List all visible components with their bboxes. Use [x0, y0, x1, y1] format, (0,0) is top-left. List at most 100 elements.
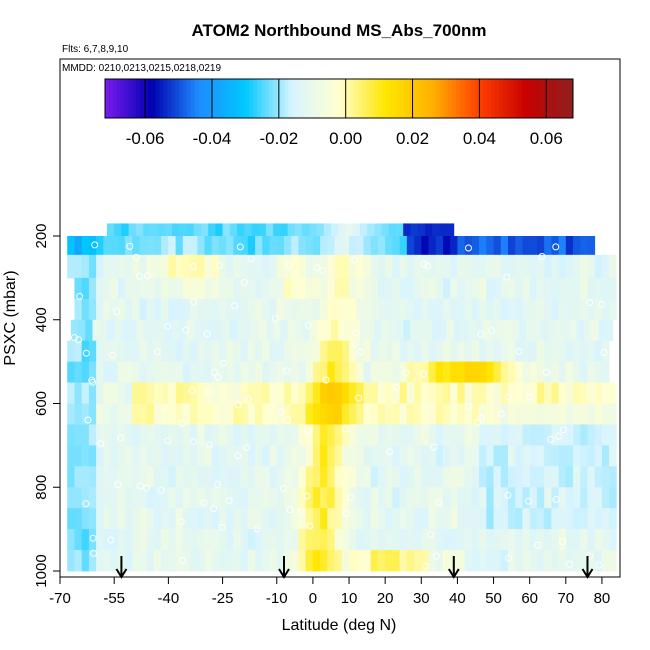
heatmap-cell — [493, 529, 502, 551]
heatmap-cell — [197, 550, 205, 572]
heatmap-cell — [363, 445, 372, 467]
heatmap-cell — [428, 340, 437, 363]
heatmap-cell — [255, 298, 263, 321]
heatmap-cell — [197, 403, 205, 425]
heatmap-cell — [320, 403, 328, 425]
heatmap-cell — [334, 550, 343, 572]
heatmap-cell — [363, 424, 372, 446]
heatmap-cell — [471, 254, 480, 279]
heatmap-cell — [529, 236, 538, 256]
observation-point — [244, 395, 252, 403]
heatmap-cell — [363, 361, 372, 383]
heatmap-cell — [305, 340, 314, 363]
heatmap-cell — [74, 254, 83, 279]
observation-point — [135, 272, 143, 280]
heatmap-cell — [240, 382, 249, 404]
heatmap-cell — [125, 529, 133, 551]
heatmap-cell — [587, 298, 596, 321]
heatmap-cell — [565, 277, 574, 300]
heatmap-cell — [125, 254, 133, 279]
heatmap-cell — [88, 466, 97, 488]
heatmap-cell — [132, 254, 140, 279]
heatmap-cell — [479, 277, 487, 300]
observation-point — [177, 518, 185, 526]
heatmap-cell — [536, 508, 545, 530]
heatmap-cell — [146, 508, 155, 530]
heatmap-cell — [544, 298, 552, 321]
heatmap-cell — [457, 277, 466, 300]
heatmap-cell — [471, 445, 480, 467]
heatmap-cell — [298, 340, 307, 363]
colorbar-swatch — [171, 79, 176, 118]
heatmap-cell — [218, 277, 227, 300]
heatmap-cell — [247, 236, 256, 256]
heatmap-cell — [240, 445, 249, 467]
heatmap-cell — [515, 508, 523, 530]
heatmap-cell — [143, 223, 151, 237]
heatmap-cell — [330, 223, 339, 237]
observation-point — [422, 562, 430, 570]
heatmap-cell — [529, 466, 538, 488]
heatmap-cell — [132, 508, 140, 530]
heatmap-cell — [406, 529, 415, 551]
heatmap-cell — [139, 445, 148, 467]
heatmap-cell — [276, 508, 285, 530]
heatmap-cell — [200, 319, 209, 342]
heatmap-cell — [471, 382, 480, 404]
heatmap-cell — [88, 403, 97, 425]
heatmap-cell — [247, 361, 256, 383]
heatmap-cell — [291, 424, 299, 446]
colorbar-swatch — [206, 79, 211, 118]
heatmap-cell — [363, 487, 372, 509]
heatmap-cell — [96, 466, 104, 488]
heatmap-cell — [522, 254, 531, 279]
heatmap-cell — [536, 340, 545, 363]
heatmap-cell — [522, 466, 531, 488]
heatmap-cell — [153, 340, 162, 363]
heatmap-cell — [392, 403, 401, 425]
colorbar-swatch — [288, 79, 293, 118]
heatmap-cell — [284, 236, 292, 256]
heatmap-cell — [153, 254, 162, 279]
heatmap-cell — [146, 277, 155, 300]
heatmap-cell — [96, 298, 104, 321]
y-tick-label: 600 — [33, 391, 50, 416]
heatmap-cell — [96, 236, 104, 256]
heatmap-cell — [67, 445, 75, 467]
colorbar-swatch — [335, 79, 340, 118]
observation-point — [215, 261, 223, 269]
heatmap-cell — [601, 529, 610, 551]
heatmap-cell — [269, 529, 278, 551]
heatmap-cell — [363, 550, 372, 572]
colorbar-swatch — [401, 79, 406, 118]
heatmap-cell — [320, 361, 328, 383]
colorbar-swatch — [452, 79, 457, 118]
colorbar-swatch — [417, 79, 422, 118]
colorbar-swatch — [483, 79, 488, 118]
colorbar-swatch — [491, 79, 496, 118]
heatmap-cell — [320, 508, 328, 530]
heatmap-cell — [594, 445, 603, 467]
heatmap-cell — [406, 382, 415, 404]
heatmap-cell — [349, 298, 357, 321]
heatmap-cell — [161, 529, 169, 551]
heatmap-cell — [74, 508, 83, 530]
heatmap-cell — [457, 487, 466, 509]
heatmap-cell — [117, 403, 126, 425]
heatmap-cell — [341, 424, 350, 446]
heatmap-cell — [482, 319, 491, 342]
heatmap-cell — [312, 550, 321, 572]
heatmap-cell — [428, 361, 437, 383]
heatmap-cell — [265, 223, 274, 237]
heatmap-cell — [168, 382, 177, 404]
heatmap-cell — [580, 487, 588, 509]
observation-point — [552, 495, 560, 503]
heatmap-cell — [500, 466, 509, 488]
colorbar-swatch — [436, 79, 441, 118]
observation-point — [190, 298, 197, 306]
heatmap-cell — [428, 298, 437, 321]
heatmap-cell — [601, 445, 610, 467]
heatmap-cell — [565, 508, 574, 530]
observation-point — [420, 260, 428, 268]
